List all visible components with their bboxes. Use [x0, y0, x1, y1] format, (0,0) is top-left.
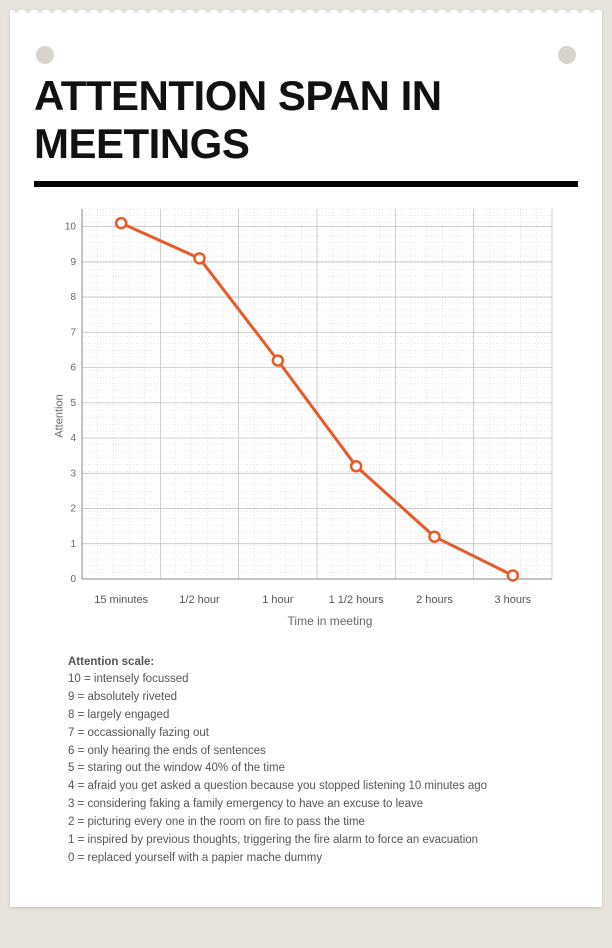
svg-text:3: 3 — [70, 468, 76, 479]
x-tick-label: 1 1/2 hours — [317, 594, 395, 606]
legend-item: 10 = intensely focussed — [68, 671, 578, 689]
punch-hole-left — [36, 46, 54, 64]
legend-item: 3 = considering faking a family emergenc… — [68, 796, 578, 814]
paper-card: ATTENTION SPAN IN MEETINGS Attention 0 1 2… — [10, 10, 602, 907]
svg-text:1: 1 — [70, 538, 76, 549]
legend-item: 2 = picturing every one in the room on f… — [68, 814, 578, 832]
legend-item: 9 = absolutely riveted — [68, 689, 578, 707]
attention-scale-legend: Attention scale: 10 = intensely focussed… — [34, 654, 578, 868]
x-tick-label: 1 hour — [239, 594, 317, 606]
legend-item: 0 = replaced yourself with a papier mach… — [68, 850, 578, 868]
legend-title: Attention scale: — [68, 654, 578, 672]
svg-text:8: 8 — [70, 292, 76, 303]
y-axis-label: Attention — [54, 394, 66, 437]
legend-item: 7 = occassionally fazing out — [68, 725, 578, 743]
svg-text:10: 10 — [65, 221, 77, 232]
chart-container: Attention 0 1 2 3 4 5 6 7 8 9 10 15 minutes1/2 hou… — [52, 205, 578, 628]
svg-text:7: 7 — [70, 327, 76, 338]
x-axis-label: Time in meeting — [82, 614, 578, 628]
svg-text:9: 9 — [70, 256, 76, 267]
svg-text:4: 4 — [70, 433, 76, 444]
perforation-decor — [10, 10, 602, 18]
legend-items: 10 = intensely focussed9 = absolutely ri… — [68, 671, 578, 867]
legend-item: 5 = staring out the window 40% of the ti… — [68, 760, 578, 778]
x-tick-label: 1/2 hour — [160, 594, 238, 606]
title-rule — [34, 181, 578, 187]
legend-item: 6 = only hearing the ends of sentences — [68, 743, 578, 761]
x-tick-labels: 15 minutes1/2 hour1 hour1 1/2 hours2 hou… — [82, 594, 552, 606]
punch-hole-right — [558, 46, 576, 64]
x-tick-label: 15 minutes — [82, 594, 160, 606]
x-tick-label: 2 hours — [395, 594, 473, 606]
svg-text:6: 6 — [70, 362, 76, 373]
x-tick-label: 3 hours — [474, 594, 552, 606]
legend-item: 1 = inspired by previous thoughts, trigg… — [68, 832, 578, 850]
legend-item: 8 = largely engaged — [68, 707, 578, 725]
svg-text:0: 0 — [70, 574, 76, 583]
line-chart: 0 1 2 3 4 5 6 7 8 9 10 — [52, 205, 558, 583]
svg-text:5: 5 — [70, 397, 76, 408]
page-title: ATTENTION SPAN IN MEETINGS — [34, 72, 578, 169]
legend-item: 4 = afraid you get asked a question beca… — [68, 778, 578, 796]
svg-text:2: 2 — [70, 503, 76, 514]
